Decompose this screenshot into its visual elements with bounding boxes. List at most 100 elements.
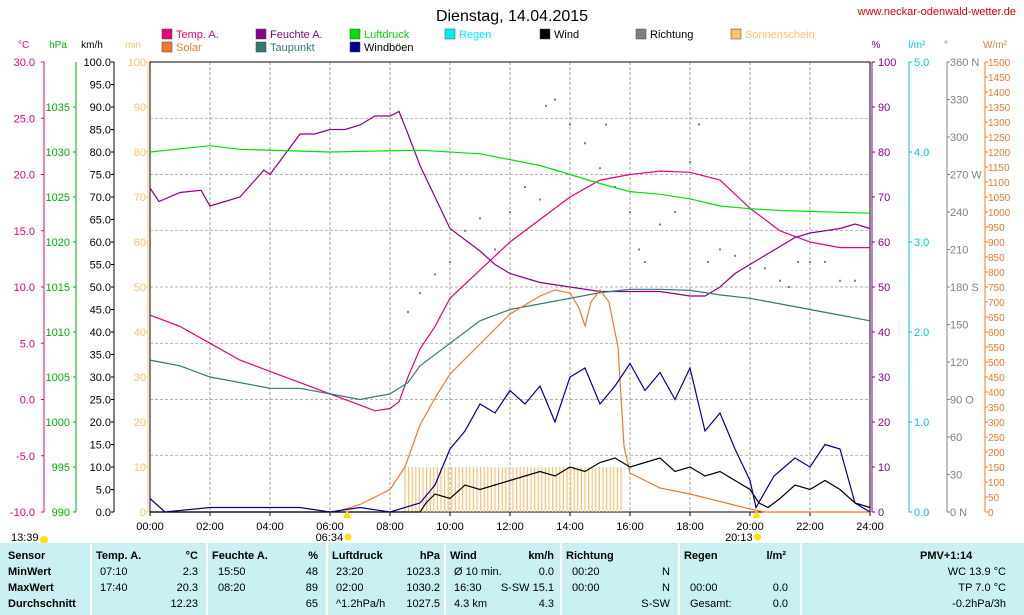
column-separator (326, 543, 328, 615)
legend-label: Wind (554, 29, 579, 41)
tick-label-solar: 1050 (988, 193, 1011, 204)
legend-label: Taupunkt (270, 42, 315, 54)
tick-label-temp: 0.0 (20, 395, 35, 407)
tick-label-temp: -5.0 (16, 451, 35, 463)
legend-swatch (635, 28, 647, 40)
site-url-link[interactable]: www.neckar-odenwald-wetter.de (857, 6, 1016, 18)
legend-label: Windböen (364, 42, 414, 54)
stats-header-3: Luftdruck (332, 550, 383, 562)
unit-wind: km/h (81, 40, 103, 51)
stats-hum-value: 48 (305, 566, 318, 578)
tick-label-solar: 1350 (988, 103, 1011, 114)
legend-swatch (349, 28, 361, 40)
legend-swatch (349, 41, 361, 53)
legend-label: Luftdruck (364, 29, 410, 41)
legend-label: Richtung (650, 29, 693, 41)
direction-point (689, 161, 691, 163)
stats-header-unit-3: hPa (419, 550, 440, 562)
direction-point (464, 229, 466, 232)
stats-dir-value: N (662, 566, 670, 578)
stats-rain-value: 0.0 (772, 582, 788, 594)
stats-temp-time: 07:10 (100, 566, 128, 578)
tick-label-direction: 300 (950, 132, 968, 144)
stats-header-7: PMV+1:14 (920, 550, 973, 562)
tick-label-solar: 550 (988, 343, 1005, 354)
column-separator (206, 543, 208, 615)
tick-label-solar: 150 (988, 463, 1005, 474)
tick-label-solar: 850 (988, 253, 1005, 264)
tick-label-rain: 3.0 (914, 237, 929, 249)
tick-label-wind: 75.0 (90, 170, 111, 182)
tick-label-wind: 70.0 (90, 192, 111, 204)
series-line-wind (150, 457, 871, 513)
stats-rain-value: 0.0 (772, 598, 788, 610)
tick-label-pressure: 1000 (46, 417, 70, 429)
tick-label-sun: 60 (134, 237, 146, 249)
stats-pmv: -0.2hPa/3h (952, 598, 1006, 610)
unit-humidity: % (872, 40, 881, 51)
tick-label-solar: 900 (988, 238, 1005, 249)
unit-solar: W/m² (983, 40, 1008, 51)
time-tick-label: 18:00 (676, 521, 704, 533)
stats-wind-time: Ø 10 min. (454, 566, 502, 578)
time-tick-label: 04:00 (256, 521, 284, 533)
unit-temp: °C (18, 40, 29, 51)
tick-label-pressure: 1025 (46, 192, 70, 204)
tick-label-temp: -10.0 (10, 507, 35, 519)
sunrise-icon (343, 510, 352, 518)
stats-hum-time: 08:20 (218, 582, 246, 594)
unit-pressure: hPa (49, 40, 67, 51)
time-tick-label: 06:00 (316, 521, 344, 533)
tick-label-wind: 30.0 (90, 372, 111, 384)
time-tick-label: 16:00 (616, 521, 644, 533)
stats-header-unit-1: °C (185, 550, 198, 562)
stats-temp-value: 20.3 (176, 582, 198, 594)
direction-point (764, 267, 766, 270)
legend-swatch (255, 28, 267, 40)
legend-label: Temp. A. (176, 29, 219, 41)
tick-label-direction: 330 (950, 95, 968, 107)
tick-label-sun: 0 (140, 507, 146, 519)
tick-label-solar: 350 (988, 403, 1005, 414)
tick-label-wind: 90.0 (90, 102, 111, 114)
time-tick-label: 08:00 (376, 521, 404, 533)
moon-time: 13:39 (11, 532, 39, 543)
time-tick-label: 20:00 (736, 521, 764, 533)
tick-label-rain: 1.0 (914, 417, 929, 429)
direction-point (419, 292, 421, 295)
stats-hum-value: 89 (305, 582, 318, 594)
time-tick-label: 14:00 (556, 521, 584, 533)
chart-title: Dienstag, 14.04.2015 (436, 8, 588, 25)
tick-label-humidity: 0 (878, 507, 884, 519)
tick-label-sun: 80 (134, 147, 146, 159)
time-tick-label: 10:00 (436, 521, 464, 533)
tick-label-solar: 1500 (988, 58, 1011, 69)
tick-label-solar: 1450 (988, 73, 1011, 84)
tick-label-solar: 50 (988, 493, 1000, 504)
legend-swatch (730, 28, 742, 40)
tick-label-solar: 300 (988, 418, 1005, 429)
axes: 30.0 25.0 20.0 15.0 10.0 5.0 0.0 -5.0 -10.0 1035 1… (10, 57, 1011, 533)
tick-label-wind: 80.0 (90, 147, 111, 159)
stats-header-6: Regen (684, 550, 718, 562)
stats-header-5: Richtung (566, 550, 614, 562)
legend-swatch (444, 28, 456, 40)
tick-label-solar: 400 (988, 388, 1005, 399)
legend-swatch (161, 28, 173, 40)
column-separator (678, 543, 680, 615)
tick-label-direction: 360 N (950, 57, 979, 69)
sun-moon-markers: 13:39 06:34 20:13 (11, 510, 762, 544)
stats-rain-time: 00:00 (690, 582, 718, 594)
tick-label-wind: 25.0 (90, 395, 111, 407)
tick-label-humidity: 90 (878, 102, 890, 114)
tick-label-rain: 5.0 (914, 57, 929, 69)
direction-point (407, 311, 409, 313)
tick-label-solar: 750 (988, 283, 1005, 294)
legend-label: Sonnenschein (745, 29, 815, 41)
tick-label-direction: 120 (950, 357, 968, 369)
tick-label-pressure: 1030 (46, 147, 70, 159)
tick-label-solar: 500 (988, 358, 1005, 369)
tick-label-solar: 1000 (988, 208, 1011, 219)
legend-swatch (255, 41, 267, 53)
moon-icon (40, 536, 48, 544)
